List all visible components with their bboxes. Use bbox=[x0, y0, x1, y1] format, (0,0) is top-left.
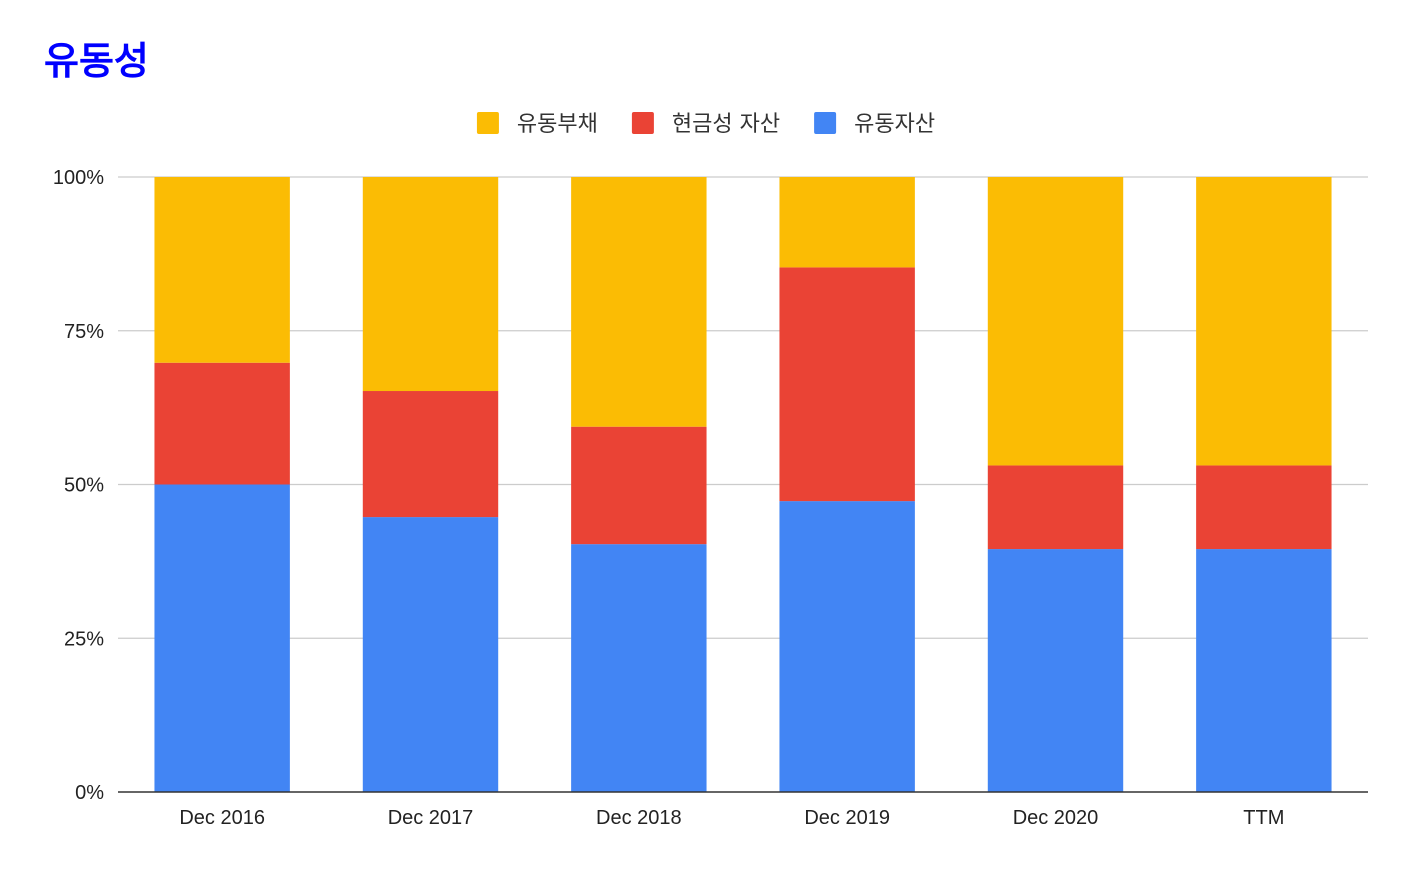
bar-segment bbox=[571, 426, 707, 545]
legend-label: 유동자산 bbox=[854, 112, 935, 137]
legend-swatch bbox=[476, 112, 499, 134]
gridlines bbox=[118, 176, 1368, 639]
axes: 0% 25% 50% 75% 100% Dec 2016 Dec 2017 Dec 2018 D… bbox=[53, 167, 1368, 829]
bar-segment bbox=[779, 267, 915, 502]
bars bbox=[154, 177, 1332, 792]
legend-swatch bbox=[814, 112, 837, 134]
chart-title: 유동성 bbox=[44, 39, 149, 83]
bar-segment bbox=[1196, 177, 1332, 466]
bar-segment bbox=[779, 177, 915, 268]
bar-segment bbox=[154, 177, 290, 363]
bar-segment bbox=[779, 501, 915, 792]
legend-label: 현금성 자산 bbox=[672, 112, 780, 137]
bar-segment bbox=[154, 362, 290, 485]
y-tick-label: 0% bbox=[75, 782, 104, 804]
x-tick-label: Dec 2016 bbox=[179, 807, 265, 829]
bar-segment bbox=[1196, 549, 1332, 792]
legend: 유동부채 현금성 자산 유동자산 bbox=[476, 112, 935, 137]
bar-segment bbox=[987, 177, 1124, 466]
bar-segment bbox=[362, 391, 499, 518]
bar-segment bbox=[362, 177, 499, 392]
x-tick-label: Dec 2018 bbox=[596, 807, 682, 829]
legend-item: 유동부채 bbox=[476, 112, 598, 137]
bar-segment bbox=[154, 484, 290, 792]
legend-item: 유동자산 bbox=[814, 112, 935, 137]
y-tick-label: 50% bbox=[64, 475, 104, 497]
legend-item: 현금성 자산 bbox=[631, 112, 780, 137]
x-tick-label: Dec 2017 bbox=[388, 807, 474, 829]
legend-label: 유동부채 bbox=[517, 112, 598, 137]
bar-segment bbox=[571, 177, 707, 427]
x-tick-label: TTM bbox=[1243, 807, 1284, 829]
bar-segment bbox=[362, 517, 499, 792]
bar-segment bbox=[571, 544, 707, 792]
x-tick-label: Dec 2020 bbox=[1013, 807, 1099, 829]
x-tick-label: Dec 2019 bbox=[804, 807, 890, 829]
y-tick-label: 25% bbox=[64, 628, 104, 650]
bar-segment bbox=[1196, 465, 1332, 550]
y-tick-label: 75% bbox=[64, 321, 104, 343]
y-tick-label: 100% bbox=[53, 167, 104, 189]
bar-segment bbox=[987, 549, 1124, 792]
bar-segment bbox=[987, 465, 1124, 550]
legend-swatch bbox=[631, 112, 654, 134]
